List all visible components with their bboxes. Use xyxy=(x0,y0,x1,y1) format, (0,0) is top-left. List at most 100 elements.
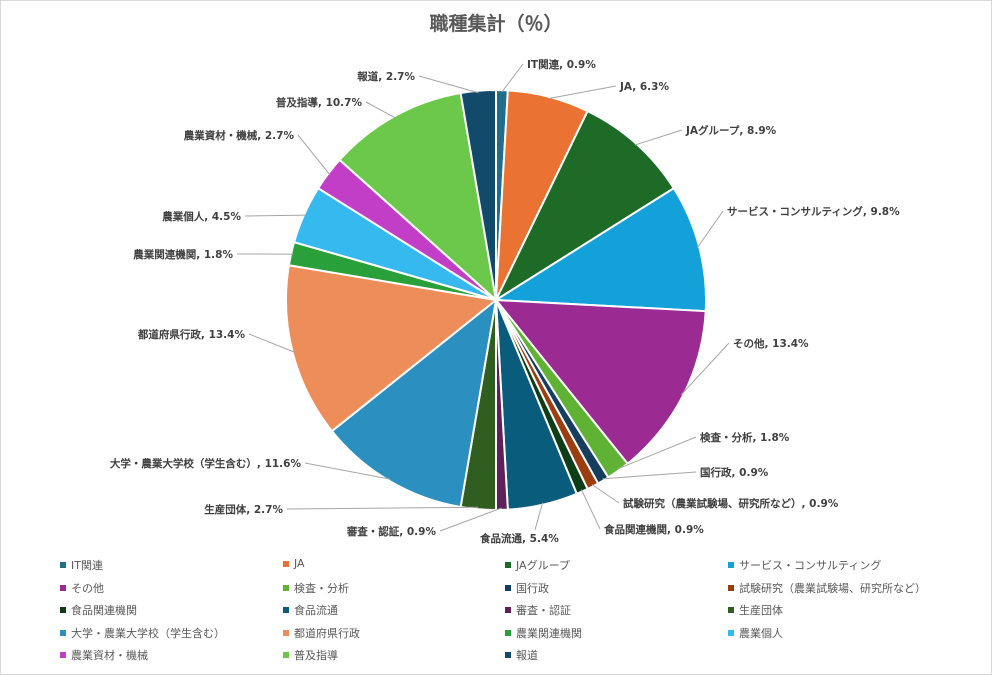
data-label: 食品流通, 5.4% xyxy=(479,532,559,545)
legend-label: 農業個人 xyxy=(739,626,783,640)
legend-label: 検査・分析 xyxy=(294,581,349,595)
pie-slice xyxy=(338,91,498,303)
legend-swatch xyxy=(728,562,734,568)
data-label: 農業資材・機械, 2.7% xyxy=(184,129,295,142)
legend-item: 報道 xyxy=(505,647,538,663)
legend-label: IT関連 xyxy=(71,559,103,572)
data-label: 都道府県行政, 13.4% xyxy=(137,328,246,341)
legend-swatch xyxy=(283,560,289,567)
legend-item: 食品流通 xyxy=(283,602,338,618)
data-label: 農業個人, 4.5% xyxy=(162,210,241,223)
legend-item: その他 xyxy=(60,580,104,596)
legend-swatch xyxy=(60,562,66,568)
legend-item: 農業個人 xyxy=(728,625,783,641)
leader-line xyxy=(439,507,503,532)
legend-item: JA xyxy=(283,557,305,570)
leader-line xyxy=(304,462,391,480)
legend-label: JA xyxy=(294,557,305,570)
leader-line xyxy=(244,214,307,217)
legend-label: 農業資材・機械 xyxy=(71,649,148,662)
data-label: 検査・分析, 1.8% xyxy=(700,431,790,444)
pie-slice xyxy=(492,186,707,313)
leader-line xyxy=(680,342,730,396)
legend-swatch xyxy=(505,607,511,613)
pie-slice xyxy=(493,298,707,466)
data-label: 生産団体, 2.7% xyxy=(204,503,283,516)
legend-swatch xyxy=(505,584,511,591)
data-label: JA, 6.3% xyxy=(619,81,669,93)
legend-label: 審査・認証 xyxy=(516,604,571,617)
legend-label: 食品関連機関 xyxy=(71,604,137,617)
data-label: 試験研究（農業試験場、研究所など）, 0.9% xyxy=(623,497,839,510)
legend-swatch xyxy=(60,584,66,591)
leader-line xyxy=(534,502,544,531)
legend-swatch xyxy=(60,607,66,613)
legend-swatch xyxy=(728,584,734,591)
legend-label: 農業関連機関 xyxy=(516,626,582,640)
data-label: 大学・農業大学校（学生含む）, 11.6% xyxy=(110,457,302,470)
legend-label: 国行政 xyxy=(516,581,549,595)
legend-label: 食品流通 xyxy=(294,604,338,617)
legend-item: 国行政 xyxy=(505,580,549,596)
legend-item: IT関連 xyxy=(60,557,103,573)
legend-label: 都道府県行政 xyxy=(294,626,360,640)
legend-item: 試験研究（農業試験場、研究所など） xyxy=(728,580,926,596)
legend-swatch xyxy=(505,629,511,636)
legend-item: JAグループ xyxy=(505,557,570,573)
leader-line xyxy=(616,436,697,470)
legend-item: 審査・認証 xyxy=(505,602,571,618)
legend-swatch xyxy=(728,607,734,613)
legend-item: 大学・農業大学校（学生含む） xyxy=(60,625,225,641)
legend-swatch xyxy=(283,629,289,636)
leader-line xyxy=(297,134,331,176)
leader-line xyxy=(580,489,601,530)
data-label: サービス・コンサルティング, 9.8% xyxy=(727,205,900,218)
data-label: 普及指導, 10.7% xyxy=(276,96,363,109)
legend-label: 報道 xyxy=(516,649,538,662)
leader-line xyxy=(602,471,697,480)
legend-swatch xyxy=(505,562,511,568)
leader-line xyxy=(548,85,617,100)
data-label: 審査・認証, 0.9% xyxy=(346,525,437,538)
leader-line xyxy=(248,333,295,353)
legend-label: JAグループ xyxy=(516,559,570,572)
legend-label: その他 xyxy=(71,581,104,595)
legend-item: 生産団体 xyxy=(728,602,783,618)
legend-swatch xyxy=(728,629,734,636)
legend-item: 都道府県行政 xyxy=(283,625,360,641)
data-labels: IT関連, 0.9% JA, 6.3% JAグループ, 8.9% サービス・コンサルテ… xyxy=(110,58,900,545)
leader-line xyxy=(591,484,620,504)
data-label: IT関連, 0.9% xyxy=(527,58,596,71)
pie-slice xyxy=(330,297,498,509)
legend-item: 普及指導 xyxy=(283,647,338,663)
leader-line xyxy=(696,210,724,249)
legend-swatch xyxy=(283,584,289,591)
pie-slice xyxy=(285,264,499,433)
legend-item: サービス・コンサルティング xyxy=(728,557,881,573)
chart-title: 職種集計（％） xyxy=(429,12,562,35)
legend-label: 大学・農業大学校（学生含む） xyxy=(71,626,225,640)
pie-slice xyxy=(459,88,497,301)
legend-label: 生産団体 xyxy=(739,604,783,617)
leader-line xyxy=(501,63,524,93)
leader-line xyxy=(286,506,479,510)
pie-slice xyxy=(493,109,676,303)
data-label: 国行政, 0.9% xyxy=(700,466,769,479)
leader-line xyxy=(634,129,683,146)
data-label: JAグループ, 8.9% xyxy=(685,124,777,137)
legend-item: 食品関連機関 xyxy=(60,602,137,618)
legend-label: 普及指導 xyxy=(294,649,338,662)
legend-item: 検査・分析 xyxy=(283,580,349,596)
legend-label: サービス・コンサルティング xyxy=(739,559,882,572)
pie-slices xyxy=(285,88,707,512)
data-label: その他, 13.4% xyxy=(733,337,809,350)
legend-label: 試験研究（農業試験場、研究所など） xyxy=(739,581,926,595)
legend-swatch xyxy=(283,652,289,658)
data-label: 農業関連機関, 1.8% xyxy=(133,248,233,261)
data-label: 食品関連機関, 0.9% xyxy=(603,523,704,536)
legend-swatch xyxy=(283,607,289,613)
data-label: 報道, 2.7% xyxy=(357,70,415,83)
legend-swatch xyxy=(60,652,66,658)
legend-item: 農業関連機関 xyxy=(505,625,582,641)
leader-lines xyxy=(236,63,730,532)
